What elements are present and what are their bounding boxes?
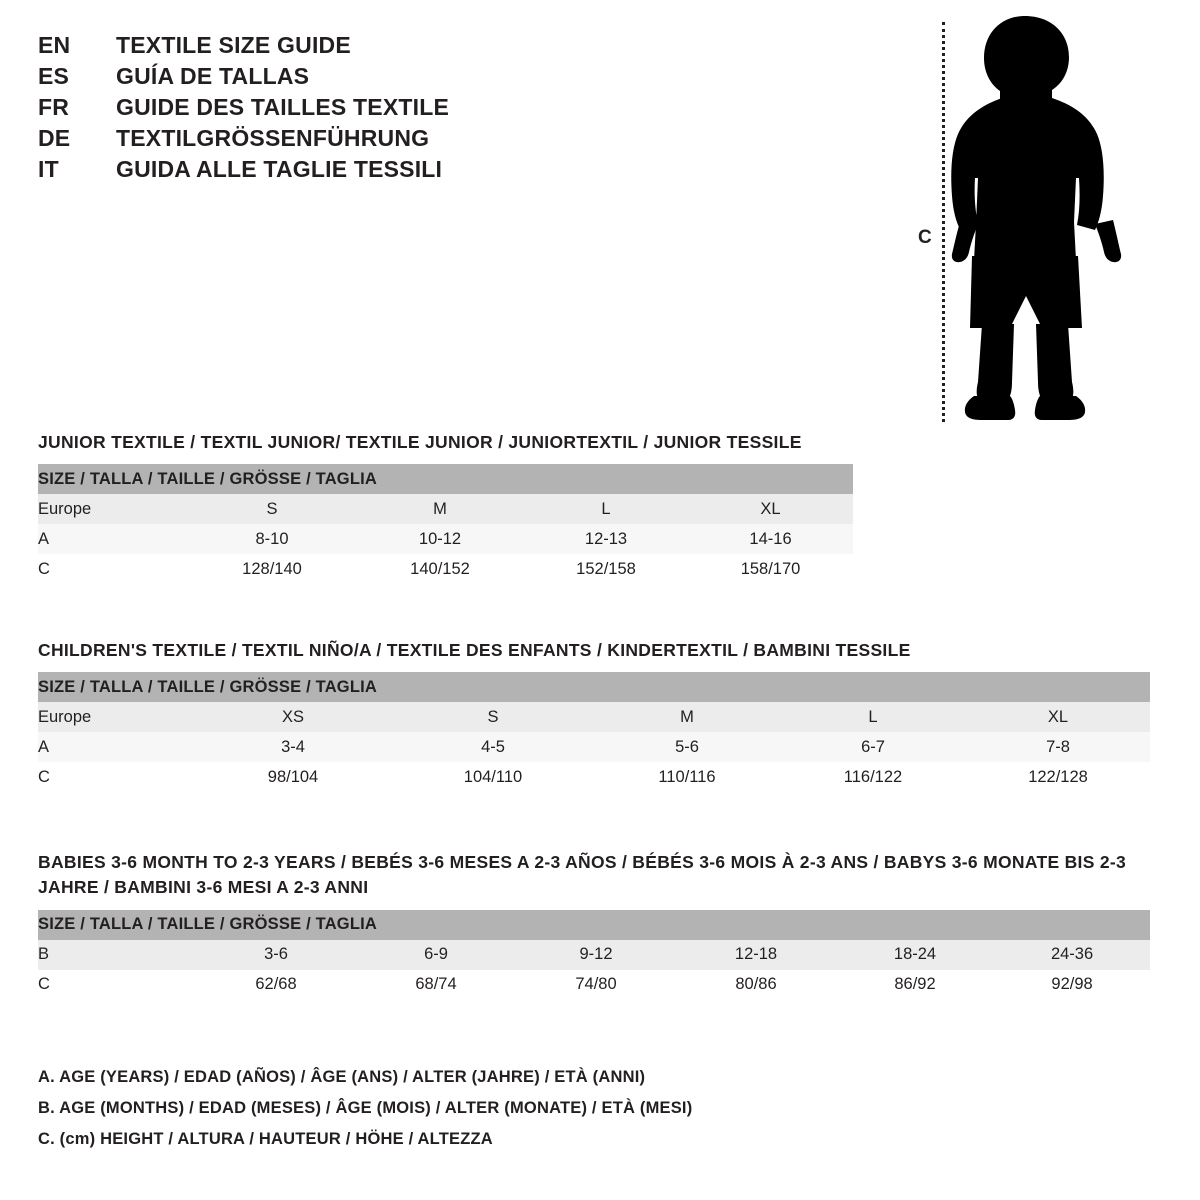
- language-code: DE: [38, 125, 71, 151]
- table-row: Europe XS S M L XL: [38, 702, 1151, 733]
- childrens-textile-section: CHILDREN'S TEXTILE / TEXTIL NIÑO/A / TEX…: [38, 638, 1162, 793]
- header-title: TEXTILGRÖSSENFÜHRUNG: [116, 125, 430, 151]
- table-row: Europe S M L XL: [38, 494, 854, 525]
- table-cell: 68/74: [356, 969, 516, 1000]
- table-cell: 14-16: [688, 524, 854, 555]
- section-title: JUNIOR TEXTILE / TEXTIL JUNIOR/ TEXTILE …: [38, 432, 802, 452]
- table-cell: 110/116: [594, 762, 780, 793]
- size-guide-header: EN TEXTILE SIZE GUIDE ES GUÍA DE TALLAS …: [38, 32, 598, 187]
- table-cell: 4-5: [392, 732, 594, 763]
- child-silhouette-icon: [951, 16, 1122, 420]
- table-cell: M: [594, 702, 780, 733]
- row-label: C: [38, 762, 194, 793]
- header-title: TEXTILE SIZE GUIDE: [116, 32, 351, 58]
- table-cell: 6-7: [780, 732, 966, 763]
- table-cell: XL: [966, 702, 1151, 733]
- table-cell: 128/140: [188, 554, 356, 585]
- table-cell: 18-24: [836, 939, 994, 970]
- table-cell: 7-8: [966, 732, 1151, 763]
- table-cell: 12-18: [676, 939, 836, 970]
- table-band-header: SIZE / TALLA / TAILLE / GRÖSSE / TAGLIA: [38, 672, 1151, 703]
- table-cell: 8-10: [188, 524, 356, 555]
- table-cell: 140/152: [356, 554, 524, 585]
- table-cell: 152/158: [524, 554, 688, 585]
- header-row: FR GUIDE DES TAILLES TEXTILE: [38, 94, 598, 121]
- table-row: C 62/68 68/74 74/80 80/86 86/92 92/98: [38, 969, 1151, 1000]
- language-code: EN: [38, 32, 71, 58]
- table-cell: 104/110: [392, 762, 594, 793]
- table-cell: 12-13: [524, 524, 688, 555]
- table-cell: 116/122: [780, 762, 966, 793]
- footnotes-block: A. AGE (YEARS) / EDAD (AÑOS) / ÂGE (ANS)…: [38, 1068, 1038, 1161]
- table-cell: S: [392, 702, 594, 733]
- header-row: DE TEXTILGRÖSSENFÜHRUNG: [38, 125, 598, 152]
- table-cell: 122/128: [966, 762, 1151, 793]
- section-title: BABIES 3-6 MONTH TO 2-3 YEARS / BEBÉS 3-…: [38, 852, 1127, 898]
- babies-size-table: SIZE / TALLA / TAILLE / GRÖSSE / TAGLIA …: [38, 909, 1151, 1000]
- table-row: A 3-4 4-5 5-6 6-7 7-8: [38, 732, 1151, 763]
- header-title: GUÍA DE TALLAS: [116, 63, 310, 89]
- header-row: EN TEXTILE SIZE GUIDE: [38, 32, 598, 59]
- height-measurement-figure: C: [900, 10, 1160, 430]
- header-row: ES GUÍA DE TALLAS: [38, 63, 598, 90]
- table-cell: 74/80: [516, 969, 676, 1000]
- row-label: A: [38, 524, 188, 555]
- header-title: GUIDE DES TAILLES TEXTILE: [116, 94, 449, 120]
- table-row: B 3-6 6-9 9-12 12-18 18-24 24-36: [38, 939, 1151, 970]
- footnote-b: B. AGE (MONTHS) / EDAD (MESES) / ÂGE (MO…: [38, 1099, 693, 1117]
- table-band-header: SIZE / TALLA / TAILLE / GRÖSSE / TAGLIA: [38, 464, 854, 495]
- row-label: C: [38, 969, 196, 1000]
- row-label: B: [38, 939, 196, 970]
- band-label: SIZE / TALLA / TAILLE / GRÖSSE / TAGLIA: [38, 464, 854, 495]
- header-title: GUIDA ALLE TAGLIE TESSILI: [116, 156, 443, 182]
- table-cell: 3-6: [196, 939, 356, 970]
- row-label: A: [38, 732, 194, 763]
- table-cell: M: [356, 494, 524, 525]
- table-cell: 158/170: [688, 554, 854, 585]
- row-label: C: [38, 554, 188, 585]
- table-cell: XS: [194, 702, 392, 733]
- table-cell: L: [780, 702, 966, 733]
- band-label: SIZE / TALLA / TAILLE / GRÖSSE / TAGLIA: [38, 909, 1151, 940]
- vertical-dotted-measure-line-icon: [942, 22, 945, 422]
- table-cell: S: [188, 494, 356, 525]
- language-code: FR: [38, 94, 70, 120]
- language-code: ES: [38, 63, 70, 89]
- table-cell: 3-4: [194, 732, 392, 763]
- table-cell: 6-9: [356, 939, 516, 970]
- measure-label-c: C: [918, 227, 932, 248]
- table-cell: 92/98: [994, 969, 1151, 1000]
- footnote-c: C. (cm) HEIGHT / ALTURA / HAUTEUR / HÖHE…: [38, 1130, 493, 1148]
- table-cell: XL: [688, 494, 854, 525]
- row-label: Europe: [38, 494, 188, 525]
- junior-size-table: SIZE / TALLA / TAILLE / GRÖSSE / TAGLIA …: [38, 464, 854, 585]
- header-row: IT GUIDA ALLE TAGLIE TESSILI: [38, 156, 598, 183]
- table-cell: 5-6: [594, 732, 780, 763]
- table-cell: 24-36: [994, 939, 1151, 970]
- table-cell: L: [524, 494, 688, 525]
- junior-textile-section: JUNIOR TEXTILE / TEXTIL JUNIOR/ TEXTILE …: [38, 430, 1162, 585]
- table-cell: 62/68: [196, 969, 356, 1000]
- band-label: SIZE / TALLA / TAILLE / GRÖSSE / TAGLIA: [38, 672, 1151, 703]
- language-code: IT: [38, 156, 59, 182]
- footnote-a: A. AGE (YEARS) / EDAD (AÑOS) / ÂGE (ANS)…: [38, 1068, 646, 1086]
- table-band-header: SIZE / TALLA / TAILLE / GRÖSSE / TAGLIA: [38, 909, 1151, 940]
- table-cell: 98/104: [194, 762, 392, 793]
- table-row: C 98/104 104/110 110/116 116/122 122/128: [38, 762, 1151, 793]
- childrens-size-table: SIZE / TALLA / TAILLE / GRÖSSE / TAGLIA …: [38, 672, 1151, 793]
- table-cell: 86/92: [836, 969, 994, 1000]
- table-row: A 8-10 10-12 12-13 14-16: [38, 524, 854, 555]
- row-label: Europe: [38, 702, 194, 733]
- table-cell: 9-12: [516, 939, 676, 970]
- babies-textile-section: BABIES 3-6 MONTH TO 2-3 YEARS / BEBÉS 3-…: [38, 850, 1162, 1000]
- table-cell: 80/86: [676, 969, 836, 1000]
- table-row: C 128/140 140/152 152/158 158/170: [38, 554, 854, 585]
- section-title: CHILDREN'S TEXTILE / TEXTIL NIÑO/A / TEX…: [38, 640, 911, 660]
- table-cell: 10-12: [356, 524, 524, 555]
